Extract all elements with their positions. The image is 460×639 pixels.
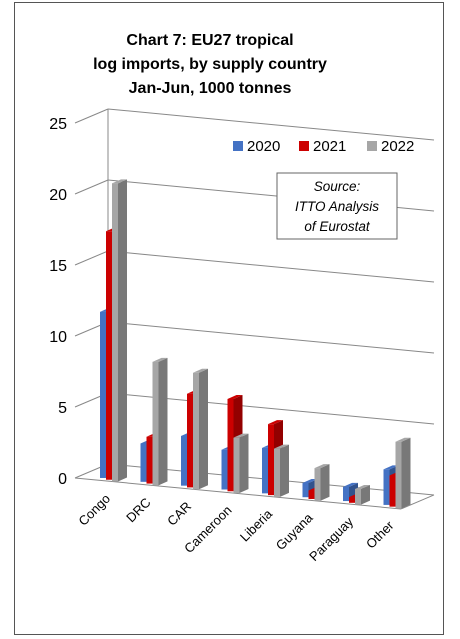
gridline-side xyxy=(74,179,109,195)
bar-top xyxy=(268,420,283,425)
gridline xyxy=(107,108,435,141)
bar-2022-drc xyxy=(152,357,168,486)
bar-top xyxy=(343,482,358,487)
bar-front xyxy=(140,443,147,482)
annotation-line-2: ITTO Analysis xyxy=(295,199,379,214)
y-tick-label: 15 xyxy=(49,258,67,275)
legend-label-2022: 2022 xyxy=(381,138,414,155)
bar-front xyxy=(193,372,199,490)
bar-front xyxy=(146,436,153,484)
x-tick-label-other: Other xyxy=(363,517,397,551)
bar-side xyxy=(118,179,127,482)
bar-top xyxy=(383,465,399,470)
bar-top xyxy=(227,394,243,399)
bar-2022-other xyxy=(395,437,411,509)
bar-front xyxy=(389,475,396,507)
bar-front xyxy=(302,483,309,498)
bar-side xyxy=(401,437,411,509)
bar-2022-paraguay xyxy=(355,484,370,505)
bar-top xyxy=(314,464,330,469)
bar-front xyxy=(268,424,274,496)
bar-top xyxy=(112,179,127,184)
x-tick-label-congo: Congo xyxy=(75,491,113,529)
legend-swatch-2022 xyxy=(367,141,377,151)
bar-front xyxy=(262,447,268,494)
bar-front xyxy=(355,488,361,505)
bar-2022-congo xyxy=(112,179,127,482)
x-tick-label-guyana: Guyana xyxy=(273,510,316,553)
chart-title-line-1: Chart 7: EU27 tropical xyxy=(126,32,293,49)
bar-front xyxy=(181,435,187,486)
bar-side xyxy=(158,357,168,486)
bar-front xyxy=(100,311,106,478)
bar-2022-liberia xyxy=(274,444,289,497)
chart-frame: Chart 7: EU27 tropical log imports, by s… xyxy=(14,2,444,635)
bar-2022-guyana xyxy=(314,464,330,501)
chart-title-line-2: log imports, by supply country xyxy=(93,56,327,73)
bar-front xyxy=(314,468,321,501)
bar-front xyxy=(308,490,315,499)
y-tick-label: 25 xyxy=(49,116,67,133)
bar-front xyxy=(221,449,228,490)
bar-top xyxy=(152,357,168,362)
annotation-line-1: Source: xyxy=(314,179,361,194)
y-tick-label: 5 xyxy=(58,400,67,417)
legend-swatch-2021 xyxy=(299,141,309,151)
legend: 2020 2021 2022 xyxy=(233,138,414,155)
bar-front xyxy=(383,469,390,505)
bar-top xyxy=(233,433,249,438)
bar-side xyxy=(199,368,208,490)
bar-side xyxy=(361,484,370,505)
bar-front xyxy=(343,486,349,502)
y-tick-label: 0 xyxy=(58,471,67,488)
legend-swatch-2020 xyxy=(233,141,243,151)
y-tick-label: 10 xyxy=(49,329,67,346)
bar-2022-cameroon xyxy=(233,433,249,494)
bar-side xyxy=(239,433,249,494)
annotation-box xyxy=(276,172,398,240)
bar-front xyxy=(227,398,234,492)
chart-title-line-3: Jan-Jun, 1000 tonnes xyxy=(129,80,292,97)
legend-label-2021: 2021 xyxy=(313,138,346,155)
legend-label-2020: 2020 xyxy=(247,138,280,155)
bar-top xyxy=(395,437,411,442)
source-annotation: Source: ITTO Analysis of Eurostat xyxy=(276,172,398,240)
bar-side xyxy=(320,464,330,501)
bar-top xyxy=(193,368,208,373)
gridline-side xyxy=(74,250,109,266)
bar-top xyxy=(355,484,370,489)
bar-front xyxy=(349,497,355,503)
bar-front xyxy=(187,393,193,488)
gridline xyxy=(107,250,435,283)
annotation-line-3: of Eurostat xyxy=(304,219,371,234)
bar-side xyxy=(280,444,289,497)
y-tick-label: 20 xyxy=(49,187,67,204)
floor-edge xyxy=(74,477,402,510)
bar-top xyxy=(274,444,289,449)
gridline-side xyxy=(74,108,109,124)
floor-edge-side xyxy=(400,494,435,510)
bar-chart: Chart 7: EU27 tropical log imports, by s… xyxy=(49,32,435,564)
bar-2022-car xyxy=(193,368,208,490)
bar-front xyxy=(395,441,402,509)
bar-front xyxy=(152,361,159,486)
bar-front xyxy=(112,183,118,482)
chart-title: Chart 7: EU27 tropical log imports, by s… xyxy=(93,32,327,97)
bar-front xyxy=(274,448,280,497)
bar-top xyxy=(302,479,318,484)
bar-front xyxy=(106,231,112,480)
gridline xyxy=(107,321,435,354)
x-tick-label-liberia: Liberia xyxy=(237,506,276,545)
x-tick-label-car: CAR xyxy=(164,499,194,529)
bar-front xyxy=(233,437,240,494)
x-tick-label-drc: DRC xyxy=(123,495,154,526)
